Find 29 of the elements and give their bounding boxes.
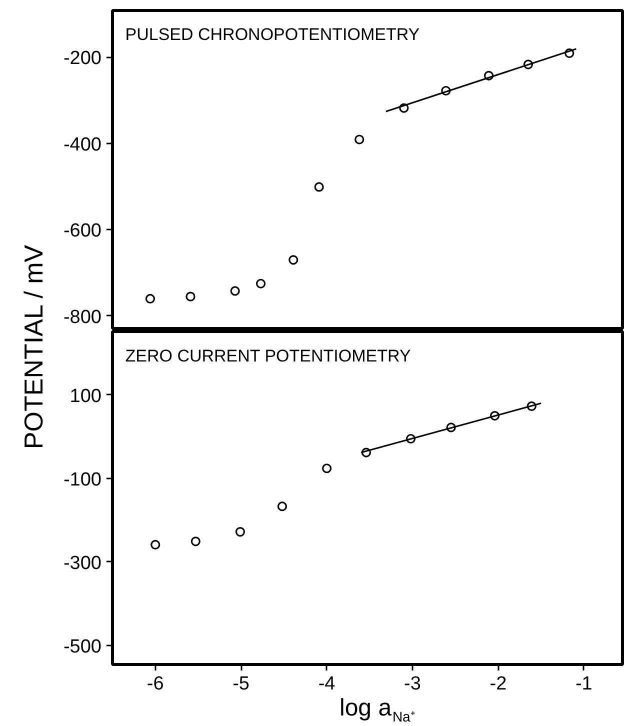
y-tick-label: -100 bbox=[63, 469, 102, 490]
y-tick-label: 100 bbox=[70, 386, 102, 407]
y-tick-label: -500 bbox=[63, 636, 102, 658]
y-tick-label: -400 bbox=[63, 134, 102, 156]
point bbox=[190, 536, 200, 546]
x-tick-label: -3 bbox=[404, 674, 421, 694]
y-tick-label: -600 bbox=[63, 220, 102, 242]
y-tick-label: -200 bbox=[63, 48, 102, 70]
point bbox=[186, 292, 196, 302]
y-tick-label: -300 bbox=[63, 552, 102, 574]
x-tick-label: -2 bbox=[490, 674, 507, 694]
point bbox=[354, 134, 364, 144]
x-tick-label: -4 bbox=[318, 674, 336, 694]
point bbox=[230, 286, 240, 296]
y-tick-label: -800 bbox=[63, 306, 102, 328]
text: ZERO CURRENT POTENTIOMETRY bbox=[125, 346, 411, 366]
x-tick-label: -5 bbox=[232, 674, 250, 694]
point bbox=[322, 464, 332, 474]
point bbox=[145, 294, 156, 304]
point bbox=[277, 502, 288, 512]
point bbox=[256, 278, 266, 288]
text: PULSED CHRONOPOTENTIOMETRY bbox=[125, 24, 420, 44]
point bbox=[235, 527, 246, 537]
y-axis-title: POTENTIAL / mV bbox=[18, 244, 48, 450]
point bbox=[150, 540, 160, 550]
point bbox=[314, 182, 324, 192]
point bbox=[288, 255, 298, 265]
x-tick-label: -1 bbox=[575, 674, 592, 694]
x-tick-label: -6 bbox=[146, 674, 164, 694]
